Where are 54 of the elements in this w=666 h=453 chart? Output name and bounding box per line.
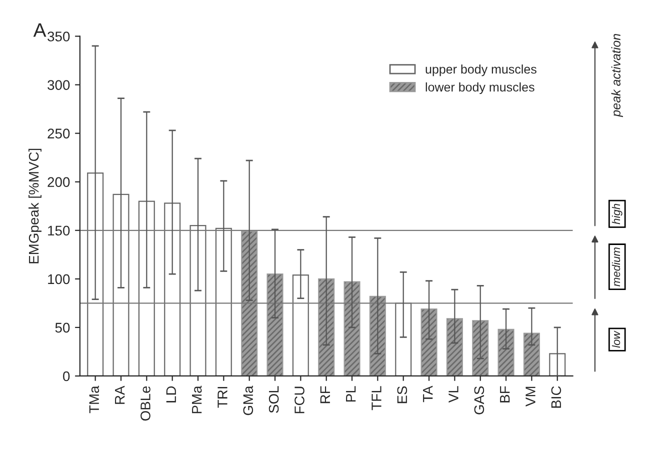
x-tick-label: TFL	[372, 386, 382, 410]
text: low	[612, 330, 620, 348]
x-tick-label: PMa	[192, 386, 202, 414]
bar	[241, 230, 258, 376]
x-tick-label: GAS	[474, 386, 484, 414]
bar	[215, 228, 232, 376]
y-tick-label: 0	[63, 371, 70, 382]
y-tick-label: 350	[48, 32, 70, 42]
y-tick-label: 100	[48, 274, 70, 284]
bar	[292, 274, 309, 376]
x-tick-label: FCU	[294, 386, 304, 414]
bar	[266, 274, 284, 376]
legend-label: upper body muscles	[426, 64, 536, 76]
bar	[498, 328, 514, 376]
y-tick-label: 300	[48, 80, 70, 90]
bar	[420, 308, 438, 376]
y-tick-label: 150	[48, 226, 70, 236]
bar	[138, 200, 155, 376]
x-tick-label: TMa	[89, 386, 100, 414]
text: medium	[612, 248, 620, 286]
bar	[344, 281, 360, 376]
x-tick-label: LD	[166, 386, 176, 402]
bar	[318, 278, 335, 376]
bar	[190, 224, 206, 376]
x-tick-label: PL	[346, 386, 356, 402]
text: A	[33, 23, 46, 37]
text: high	[612, 204, 622, 224]
x-tick-label: BIC	[551, 386, 562, 408]
bar	[523, 332, 540, 376]
bar	[87, 172, 104, 376]
bar	[164, 202, 181, 376]
x-tick-label: SOL	[268, 386, 279, 413]
bar	[395, 302, 412, 376]
y-tick-label: 250	[48, 128, 70, 138]
bar	[112, 194, 130, 376]
x-tick-label: TRI	[218, 386, 228, 408]
x-tick-label: VL	[448, 386, 458, 403]
x-tick-label: ES	[397, 386, 408, 404]
x-tick-label: TA	[423, 386, 433, 402]
bar	[446, 318, 463, 376]
bar	[472, 320, 489, 376]
text: peak activation	[611, 34, 623, 118]
x-tick-label: VM	[526, 386, 536, 406]
x-tick-label: OBLe	[140, 386, 150, 421]
y-axis-title: EMGpeak [%MVC]	[28, 148, 42, 264]
bar	[369, 296, 386, 376]
x-tick-label: GMa	[243, 386, 254, 416]
y-tick-label: 200	[48, 177, 70, 188]
legend-label: lower body muscles	[426, 82, 534, 94]
x-tick-label: BF	[500, 386, 510, 402]
y-tick-label: 50	[55, 322, 70, 333]
x-tick-label: RA	[115, 386, 125, 404]
x-tick-label: RF	[320, 386, 330, 404]
bar	[549, 353, 566, 376]
